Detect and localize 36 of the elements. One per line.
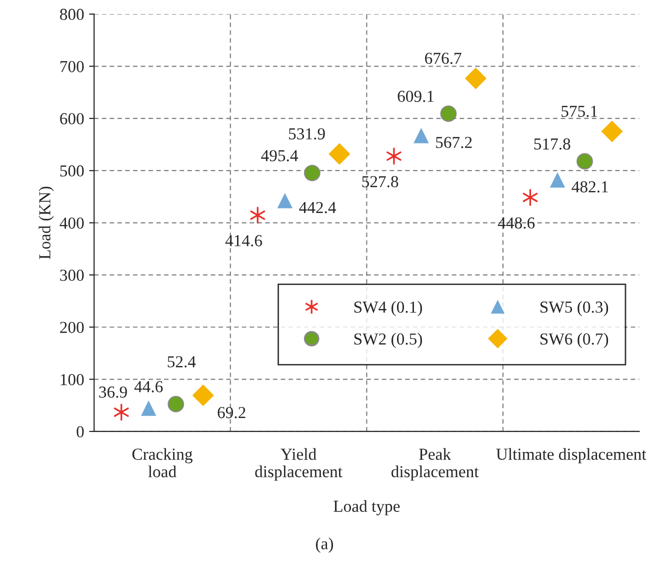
- text: (a): [316, 538, 334, 553]
- legend-label: SW2 (0.5): [354, 332, 422, 348]
- data-label: 52.4: [168, 356, 196, 368]
- x-tick-label: Cracking load: [132, 448, 192, 478]
- y-tick-label: 500: [60, 165, 84, 177]
- legend-label: SW4 (0.1): [354, 301, 422, 316]
- legend-label: SW6 (0.7): [540, 332, 608, 348]
- y-tick-label: 100: [60, 374, 84, 386]
- legend-label: SW5 (0.3): [540, 301, 608, 316]
- data-label: 69.2: [218, 407, 246, 418]
- y-tick-label: 0: [76, 426, 84, 438]
- data-label: 44.6: [134, 381, 163, 392]
- x-tick-label: Peak displacement: [391, 448, 479, 481]
- x-axis-title: Load type: [334, 500, 400, 516]
- y-tick-label: 300: [60, 270, 84, 281]
- data-label: 36.9: [99, 386, 127, 398]
- x-tick-label: Ultimate displacement: [496, 448, 646, 464]
- data-label: 609.1: [398, 90, 434, 102]
- data-label: 448.6: [498, 217, 535, 229]
- y-tick-label: 600: [60, 113, 84, 124]
- y-tick-label: 700: [60, 60, 84, 72]
- y-tick-label: 400: [60, 217, 84, 229]
- data-label: 442.4: [299, 202, 336, 214]
- data-label: 517.8: [534, 138, 570, 150]
- data-label: 575.1: [562, 106, 598, 118]
- data-label: 527.8: [362, 176, 398, 188]
- data-label: 567.2: [436, 136, 472, 148]
- data-label: 482.1: [572, 181, 608, 193]
- data-label: 531.9: [289, 128, 325, 140]
- x-tick-label: Yield displacement: [255, 448, 342, 481]
- data-label: 676.7: [425, 52, 462, 64]
- y-tick-label: 200: [60, 322, 84, 334]
- y-tick-label: 800: [60, 8, 84, 20]
- data-label: 414.6: [225, 235, 262, 246]
- y-axis-title: Load (KN): [38, 186, 54, 260]
- data-label: 495.4: [261, 150, 298, 162]
